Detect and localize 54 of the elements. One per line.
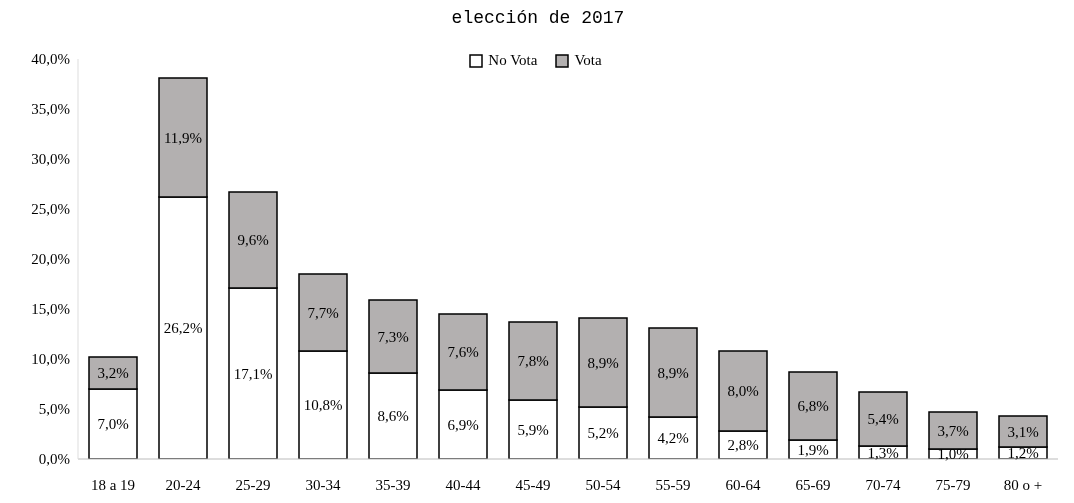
y-tick-label: 30,0% xyxy=(31,151,70,168)
data-label: 3,1% xyxy=(1007,423,1039,440)
data-label: 26,2% xyxy=(163,320,203,336)
data-label: 8,9% xyxy=(587,354,619,371)
x-tick-label: 45-49 xyxy=(515,476,551,493)
chart-title: elección de 2017 xyxy=(450,8,626,30)
y-tick-label: 0,0% xyxy=(38,451,70,468)
data-label: 9,6% xyxy=(237,232,269,248)
data-label: 1,9% xyxy=(797,441,829,458)
data-label: 7,8% xyxy=(517,353,549,369)
y-tick-label: 20,0% xyxy=(31,251,70,268)
data-label: 6,9% xyxy=(447,416,479,433)
data-label: 5,4% xyxy=(867,411,899,427)
x-tick-label: 25-29 xyxy=(235,476,271,493)
data-label: 7,3% xyxy=(377,328,409,345)
x-tick-label: 35-39 xyxy=(375,476,411,493)
x-tick-label: 60-64 xyxy=(725,476,761,493)
data-label: 10,8% xyxy=(303,397,343,413)
data-label: 17,1% xyxy=(233,365,273,382)
data-label: 8,6% xyxy=(377,408,409,424)
data-label: 5,2% xyxy=(587,425,619,441)
data-label: 3,7% xyxy=(937,422,969,439)
x-tick-label: 55-59 xyxy=(655,476,691,493)
data-label: 7,0% xyxy=(97,416,129,432)
y-tick-label: 35,0% xyxy=(31,101,70,118)
data-label: 2,8% xyxy=(727,437,759,453)
data-label: 1,0% xyxy=(937,446,969,462)
y-tick-label: 10,0% xyxy=(31,351,70,368)
y-tick-label: 15,0% xyxy=(31,301,70,318)
data-label: 3,2% xyxy=(97,365,129,381)
data-label: 5,9% xyxy=(517,421,549,438)
x-tick-label: 65-69 xyxy=(795,476,831,493)
data-label: 4,2% xyxy=(657,430,689,446)
legend-label: No Vota xyxy=(487,52,538,69)
data-label: 1,2% xyxy=(1007,445,1039,461)
x-tick-label: 50-54 xyxy=(585,476,621,493)
legend-label: Vota xyxy=(573,52,602,69)
data-label: 7,6% xyxy=(447,344,479,360)
y-tick-label: 40,0% xyxy=(31,51,70,68)
x-tick-label: 80 o + xyxy=(1003,476,1043,493)
x-tick-label: 75-79 xyxy=(935,476,971,493)
x-tick-label: 40-44 xyxy=(445,476,481,493)
x-tick-label: 18 a 19 xyxy=(90,476,136,493)
data-label: 11,9% xyxy=(163,129,203,146)
data-label: 8,9% xyxy=(657,364,689,381)
y-tick-label: 5,0% xyxy=(38,401,70,418)
data-label: 1,3% xyxy=(867,444,899,461)
data-label: 6,8% xyxy=(797,398,829,414)
y-tick-label: 25,0% xyxy=(31,201,70,218)
x-tick-label: 20-24 xyxy=(165,476,201,493)
x-tick-label: 30-34 xyxy=(305,476,341,493)
x-tick-label: 70-74 xyxy=(865,476,901,493)
data-label: 7,7% xyxy=(307,304,339,321)
data-label: 8,0% xyxy=(727,383,759,399)
